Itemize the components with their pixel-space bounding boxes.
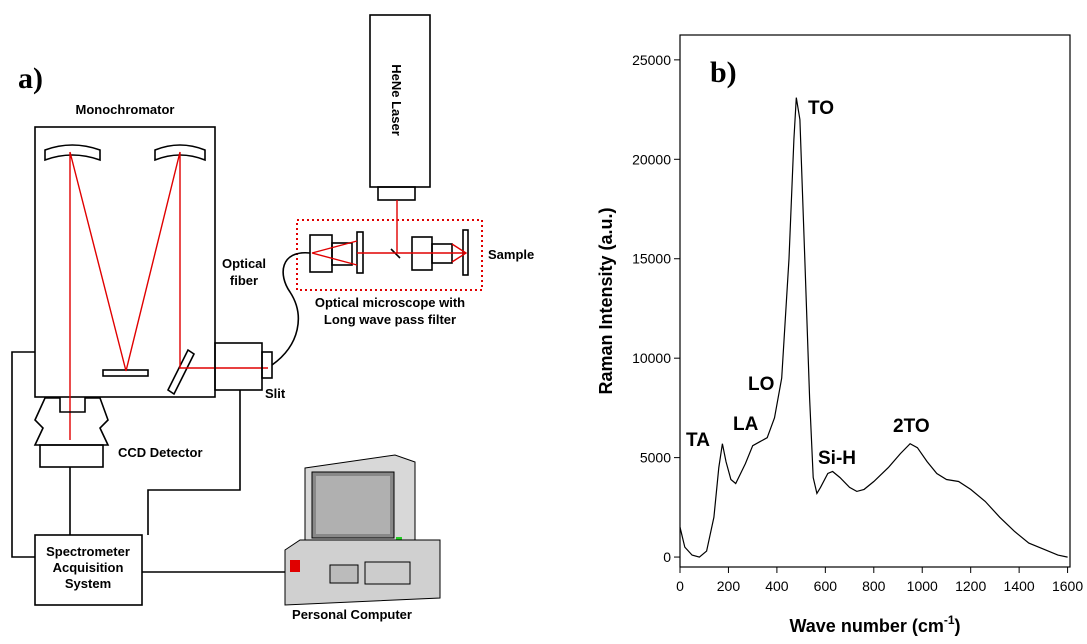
spectrum-line: [679, 97, 1068, 558]
panel-label: a): [18, 62, 43, 95]
fiber-label: Optical fiber: [222, 256, 266, 288]
computer-label: Personal Computer: [292, 607, 412, 622]
y-tick-label: 5000: [640, 450, 671, 466]
y-tick-label: 15000: [632, 251, 671, 267]
acquisition-label: Spectrometer Acquisition System: [46, 544, 130, 591]
peak-label: LA: [733, 414, 759, 435]
ccd-optics: [33, 397, 110, 446]
acquisition-box: [34, 534, 143, 606]
wires: [11, 351, 285, 573]
y-tick-label: 10000: [632, 350, 671, 366]
slit: [261, 351, 273, 379]
monochromator-label: Monochromator: [76, 102, 175, 117]
ccd: [39, 444, 104, 468]
slit-box: [214, 342, 263, 391]
mirror: [154, 144, 206, 162]
setup-diagram: a) Monochromator Slit CCD Detector HeNe …: [11, 14, 534, 622]
spectrum-chart: b) Raman Intensity (a.u.) Wave number (c…: [596, 34, 1083, 636]
x-axis-title: Wave number (cm-1): [789, 613, 960, 636]
microscope-label: Optical microscope with Long wave pass fi…: [315, 295, 465, 327]
peak-label: 2TO: [893, 416, 930, 437]
beam: [69, 151, 268, 440]
x-tick-label: 800: [862, 578, 886, 594]
peak-label: LO: [748, 374, 774, 395]
microscope-box: [296, 219, 483, 291]
peak-label: TA: [686, 430, 710, 451]
computer: [284, 454, 441, 606]
peak-label: TO: [808, 98, 834, 119]
y-tick-label: 20000: [632, 151, 671, 167]
x-tick-label: 1400: [1004, 578, 1035, 594]
panel-label: b): [710, 56, 737, 89]
x-tick-label: 200: [717, 578, 741, 594]
lens: [331, 242, 353, 266]
x-tick-label: 1000: [907, 578, 938, 594]
x-tick-label: 600: [814, 578, 838, 594]
y-tick-label: 0: [663, 549, 671, 565]
optical-fiber: [271, 252, 311, 366]
x-tick-label: 0: [676, 578, 684, 594]
peak-label: Si-H: [818, 448, 856, 469]
beam: [311, 240, 468, 266]
laser-head: [377, 186, 416, 201]
mirror: [166, 348, 196, 396]
sample-label: Sample: [488, 247, 534, 262]
plot-frame: [679, 34, 1071, 568]
x-tick-label: 400: [765, 578, 789, 594]
slit-label: Slit: [265, 386, 286, 401]
monochromator: [34, 126, 216, 398]
mirror: [44, 144, 101, 162]
x-tick-label: 1200: [955, 578, 986, 594]
y-tick-label: 25000: [632, 52, 671, 68]
ccd-label: CCD Detector: [118, 445, 203, 460]
laser-label: HeNe Laser: [389, 64, 404, 136]
x-tick-label: 1600: [1052, 578, 1083, 594]
y-axis-title: Raman Intensity (a.u.): [596, 207, 616, 394]
